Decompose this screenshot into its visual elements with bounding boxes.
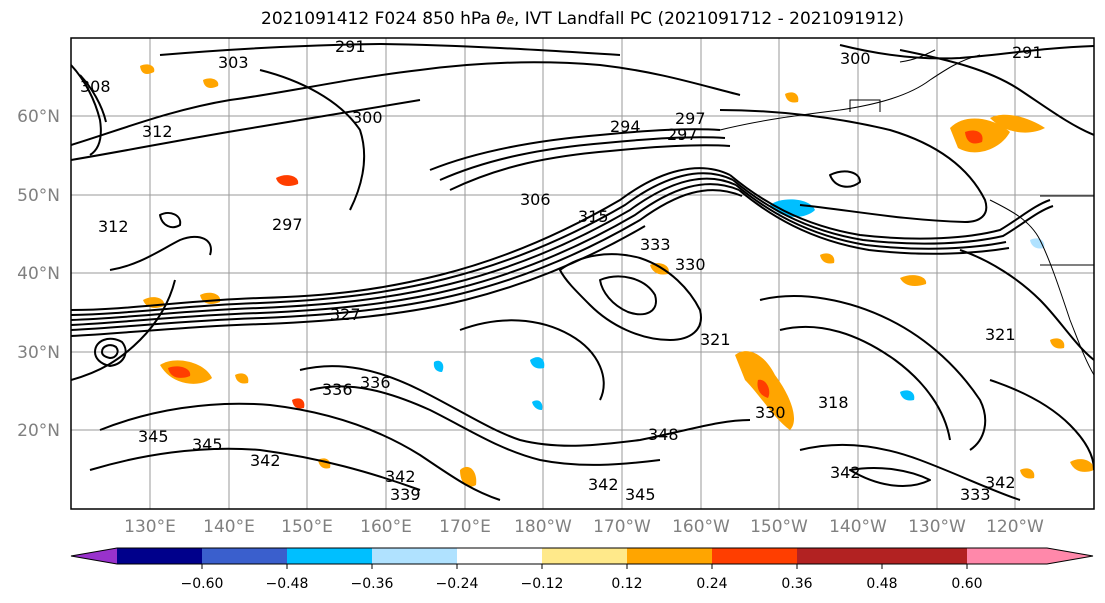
- coastlines: [719, 49, 1094, 376]
- lat-label: 30°N: [17, 343, 60, 363]
- contour-label: 345: [138, 427, 169, 446]
- colorbar-bin: [287, 548, 372, 564]
- contour-label: 330: [755, 403, 786, 422]
- colorbar-bin: [542, 548, 627, 564]
- lon-label: 150°E: [281, 517, 333, 537]
- colorbar-bin: [117, 548, 202, 564]
- colorbar-tick-label: 0.12: [611, 576, 642, 592]
- contour-labels: 291 303 308 312 300 297 294 297 306 300 …: [80, 37, 1043, 504]
- contour-label: 327: [330, 305, 361, 324]
- thetae-contours: [71, 43, 1094, 501]
- contour-label: 303: [218, 53, 249, 72]
- contour-label: 297: [667, 125, 698, 144]
- colorbar-bin: [457, 548, 542, 564]
- map-panel: 291 303 308 312 300 297 294 297 306 300 …: [70, 37, 1095, 510]
- contour-label: 300: [352, 108, 383, 127]
- lat-label: 50°N: [17, 186, 60, 206]
- contour-label: 342: [985, 473, 1016, 492]
- lon-label: 150°W: [750, 517, 808, 537]
- contour-label: 291: [1012, 43, 1043, 62]
- map-content: 291 303 308 312 300 297 294 297 306 300 …: [71, 37, 1094, 509]
- latitude-labels: 60°N 50°N 40°N 30°N 20°N: [17, 107, 60, 441]
- contour-label: 330: [675, 255, 706, 274]
- lon-label: 130°E: [124, 517, 176, 537]
- contour-label: 333: [640, 235, 671, 254]
- title-prefix: 2021091412 F024 850 hPa: [261, 9, 497, 29]
- lat-label: 60°N: [17, 107, 60, 127]
- lon-label: 140°E: [203, 517, 255, 537]
- contour-label: 312: [142, 122, 173, 141]
- title-theta: θ: [496, 9, 507, 29]
- contour-label: 321: [700, 330, 731, 349]
- lat-label: 40°N: [17, 264, 60, 284]
- colorbar-tick-label: 0.48: [866, 576, 897, 592]
- colorbar: −0.60 −0.48 −0.36 −0.24 −0.12 0.12 0.24 …: [70, 547, 1094, 592]
- contour-label: 342: [588, 475, 619, 494]
- contour-label: 321: [985, 325, 1016, 344]
- longitude-labels: 130°E 140°E 150°E 160°E 170°E 180°W 170°…: [124, 517, 1044, 537]
- contour-label: 294: [610, 117, 641, 136]
- contour-label: 339: [390, 485, 421, 504]
- lon-label: 160°W: [672, 517, 730, 537]
- colorbar-bin: [712, 548, 797, 564]
- gridlines: [71, 38, 1094, 509]
- colorbar-ticks: [201, 564, 968, 569]
- contour-label: 312: [98, 217, 129, 236]
- lon-label: 180°W: [514, 517, 572, 537]
- lon-label: 170°W: [593, 517, 651, 537]
- colorbar-tick-label: −0.24: [436, 576, 479, 592]
- contour-label: 291: [335, 37, 366, 56]
- contour-label: 336: [322, 380, 353, 399]
- contour-label: 318: [818, 393, 849, 412]
- colorbar-outline: [70, 547, 1094, 565]
- contour-label: 297: [675, 109, 706, 128]
- colorbar-tick-label: −0.48: [266, 576, 309, 592]
- lon-label: 160°E: [360, 517, 412, 537]
- lon-label: 170°E: [439, 517, 491, 537]
- contour-label: 336: [360, 373, 391, 392]
- contour-label: 348: [648, 425, 679, 444]
- lat-label: 20°N: [17, 421, 60, 441]
- contour-label: 342: [830, 463, 861, 482]
- contour-label: 342: [250, 451, 281, 470]
- colorbar-bin: [627, 548, 712, 564]
- lon-label: 120°W: [986, 517, 1044, 537]
- contour-label: 342: [385, 467, 416, 486]
- colorbar-bin: [202, 548, 287, 564]
- contour-label: 315: [578, 207, 609, 226]
- lon-label: 130°W: [908, 517, 966, 537]
- colorbar-bin: [797, 548, 882, 564]
- title-suffix: , IVT Landfall PC (2021091712 - 20210919…: [513, 9, 904, 29]
- colorbar-bin: [882, 548, 967, 564]
- contour-label: 306: [520, 190, 551, 209]
- colorbar-tick-label: −0.60: [181, 576, 224, 592]
- colorbar-bin: [372, 548, 457, 564]
- lon-label: 140°W: [829, 517, 887, 537]
- map-frame: [70, 37, 1095, 510]
- colorbar-tick-label: 0.24: [696, 576, 727, 592]
- contour-label: 297: [272, 215, 303, 234]
- contour-label: 345: [192, 435, 223, 454]
- colorbar-tick-label: 0.36: [781, 576, 812, 592]
- contour-label: 300: [840, 49, 871, 68]
- colorbar-tick-label: −0.12: [521, 576, 564, 592]
- contour-label: 333: [960, 485, 991, 504]
- title-theta-subscript: e: [506, 13, 514, 27]
- colorbar-tick-label: 0.60: [951, 576, 982, 592]
- contour-label: 345: [625, 485, 656, 504]
- colorbar-tick-label: −0.36: [351, 576, 394, 592]
- colorbar-extend-low: [71, 548, 117, 564]
- figure-title: 2021091412 F024 850 hPa θe, IVT Landfall…: [0, 9, 1105, 29]
- contour-label: 308: [80, 77, 111, 96]
